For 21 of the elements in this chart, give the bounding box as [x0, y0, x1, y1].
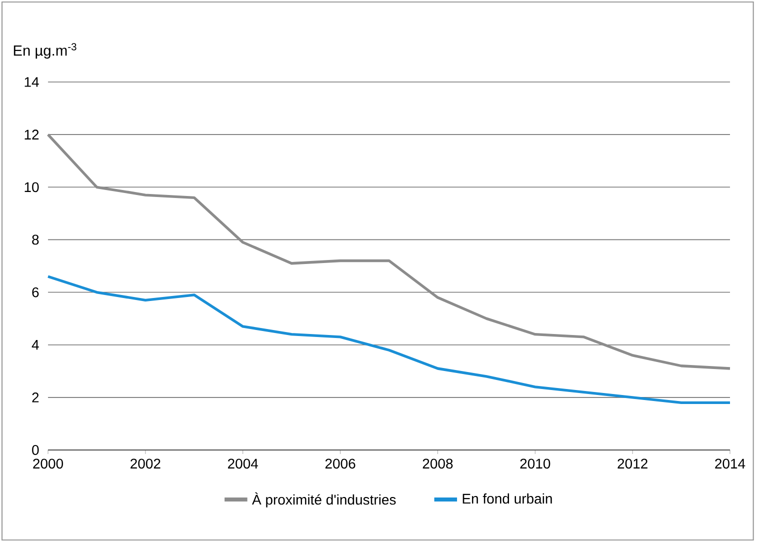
y-tick-label: 4: [32, 340, 39, 350]
y-tick-label: 2: [32, 392, 39, 402]
y-tick-label: 8: [32, 234, 39, 245]
x-tick-label: 2012: [618, 458, 648, 469]
y-tick-label: 14: [24, 77, 39, 87]
legend-label: En fond urbain: [462, 493, 552, 504]
y-tick-label: 6: [32, 287, 39, 298]
y-tick-label: 12: [24, 130, 39, 140]
x-tick-label: 2000: [33, 458, 64, 469]
x-tick-label: 2010: [520, 458, 550, 469]
y-axis-title: En µg.m$^{-3}$: [14, 43, 76, 59]
x-tick-label: 2008: [422, 458, 453, 469]
x-tick-label: 2014: [715, 458, 746, 469]
x-tick-label: 2006: [325, 458, 356, 469]
legend-label: À proximité d'industries: [252, 492, 396, 508]
line-series: [46, 275, 732, 404]
y-tick-label: 0: [32, 445, 39, 455]
line-series: [46, 133, 732, 370]
x-tick-label: 2004: [228, 458, 258, 469]
x-tick-label: 2002: [130, 458, 160, 469]
y-tick-label: 10: [24, 182, 39, 192]
